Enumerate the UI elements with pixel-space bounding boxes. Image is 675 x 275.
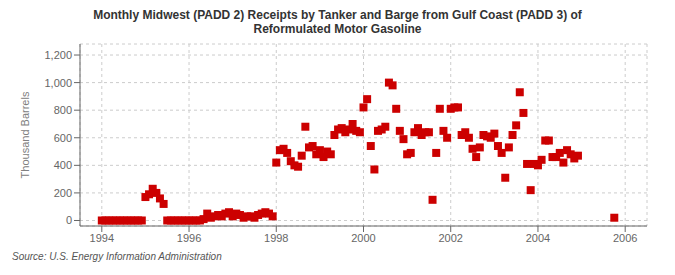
svg-text:600: 600 — [54, 132, 72, 144]
svg-text:1998: 1998 — [264, 232, 288, 244]
svg-text:2006: 2006 — [613, 232, 637, 244]
svg-text:0: 0 — [66, 214, 72, 226]
html-text:Source: U.S. Energy Informatio: Source: U.S. Energy Information Administ… — [12, 251, 222, 262]
html-text:Monthly Midwest (PADD 2) Recei: Monthly Midwest (PADD 2) Receipts by Tan… — [93, 8, 582, 22]
svg-text:2004: 2004 — [526, 232, 550, 244]
svg-text:1,200: 1,200 — [44, 49, 72, 61]
svg-text:400: 400 — [54, 159, 72, 171]
html-text:Reformulated Motor Gasoline: Reformulated Motor Gasoline — [253, 22, 422, 36]
svg-text:1996: 1996 — [177, 232, 201, 244]
svg-text:200: 200 — [54, 187, 72, 199]
svg-text:1994: 1994 — [90, 232, 114, 244]
svg-text:1,000: 1,000 — [44, 77, 72, 89]
svg-text:2000: 2000 — [351, 232, 375, 244]
svg-text:2002: 2002 — [438, 232, 462, 244]
svg-text:Thousand Barrels: Thousand Barrels — [19, 91, 31, 178]
svg-text:800: 800 — [54, 104, 72, 116]
